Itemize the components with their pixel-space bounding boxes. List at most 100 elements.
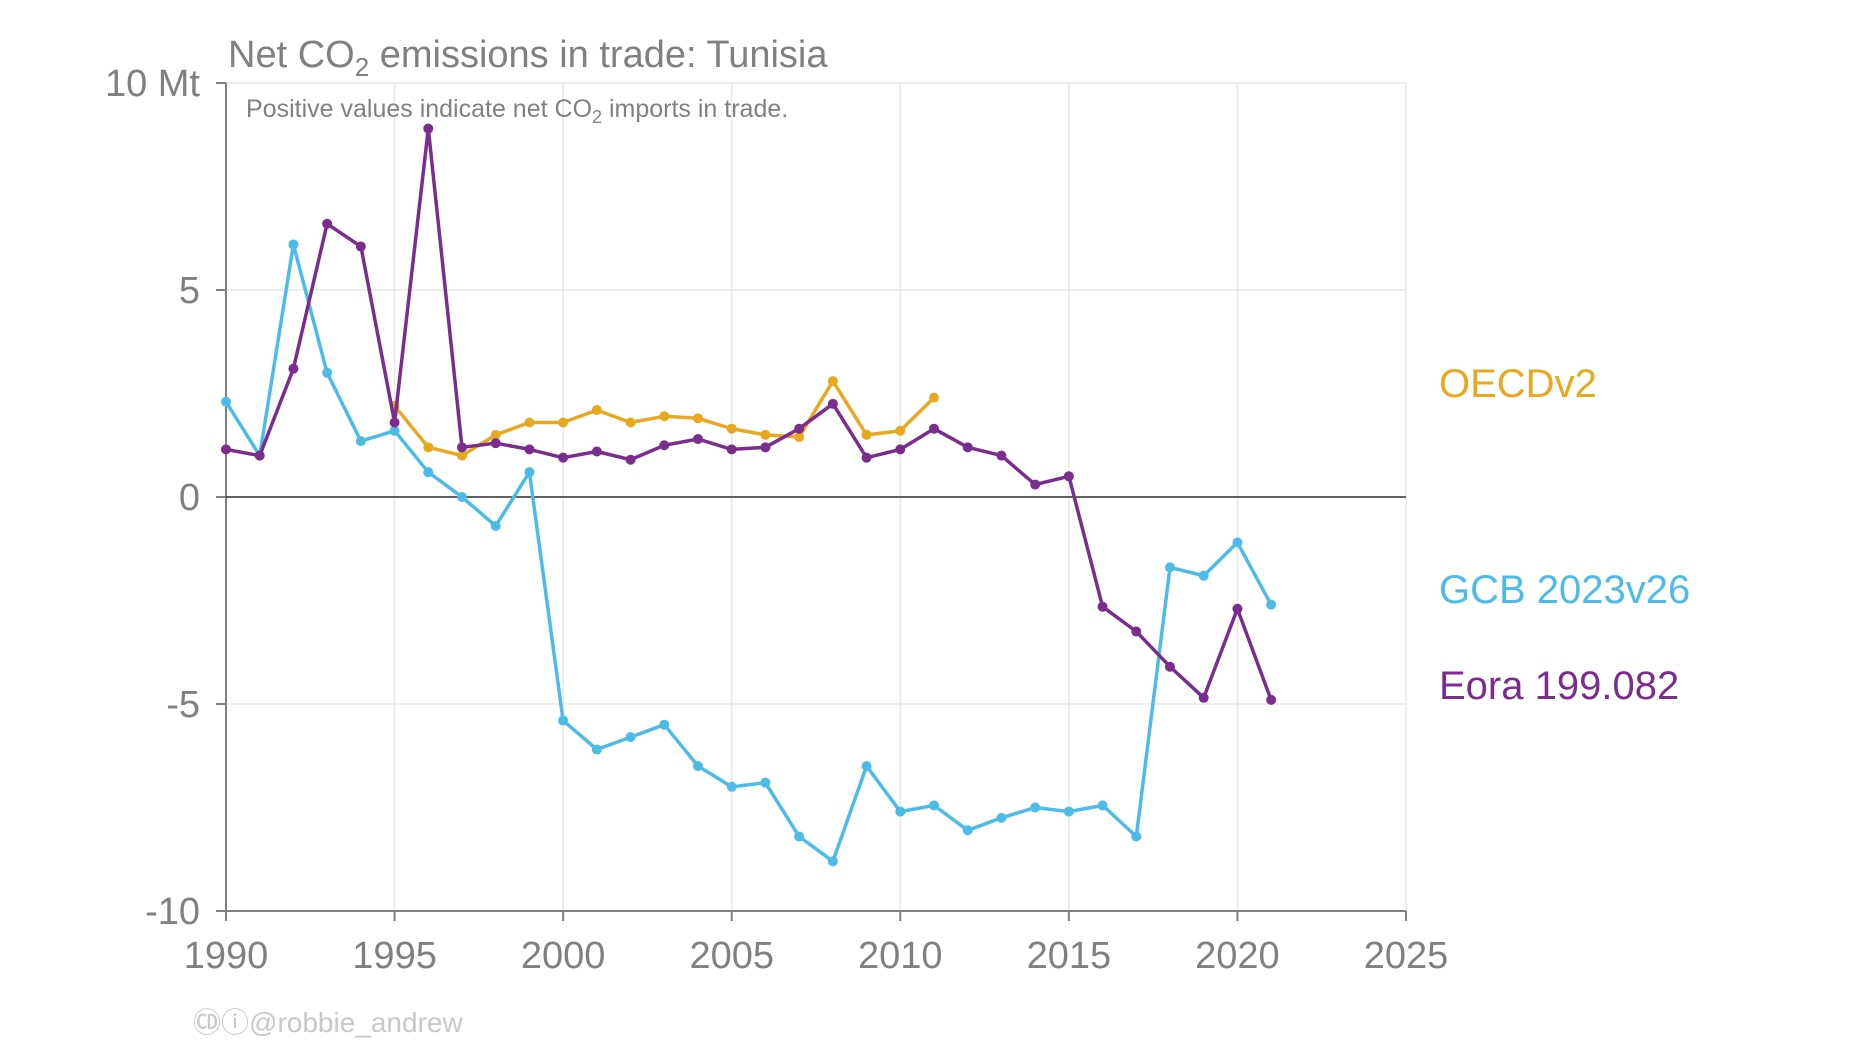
x-tick-label: 1995 bbox=[352, 935, 437, 977]
data-point bbox=[895, 444, 906, 455]
data-point bbox=[693, 434, 703, 445]
data-point bbox=[490, 429, 501, 440]
data-point bbox=[254, 450, 265, 461]
data-point bbox=[558, 417, 569, 428]
data-point bbox=[423, 123, 434, 134]
x-tick-label: 2000 bbox=[521, 935, 606, 977]
data-point bbox=[760, 442, 771, 453]
data-point bbox=[1165, 562, 1175, 573]
x-tick-label: 2005 bbox=[689, 935, 774, 977]
data-point bbox=[1232, 537, 1243, 548]
data-point bbox=[861, 429, 872, 440]
series-lines bbox=[221, 123, 1277, 867]
data-point bbox=[827, 376, 838, 387]
data-point bbox=[794, 431, 805, 442]
data-point bbox=[490, 520, 501, 531]
data-point bbox=[457, 450, 467, 461]
data-point bbox=[760, 429, 771, 440]
data-point bbox=[288, 239, 299, 250]
data-point bbox=[895, 806, 906, 817]
data-point bbox=[929, 392, 939, 403]
chart-title: Net CO2 emissions in trade: Tunisia bbox=[228, 34, 828, 82]
data-point bbox=[423, 442, 434, 453]
data-point bbox=[1131, 831, 1142, 842]
y-tick-label: 5 bbox=[179, 270, 200, 312]
y-tick-label: 10 Mt bbox=[105, 63, 200, 105]
data-point bbox=[827, 856, 838, 867]
data-point bbox=[1097, 601, 1108, 612]
data-point bbox=[524, 467, 535, 478]
credit-text: @robbie_andrew bbox=[249, 1007, 463, 1038]
data-point bbox=[457, 492, 467, 502]
y-tick-label: -10 bbox=[145, 891, 200, 933]
data-point bbox=[861, 452, 872, 463]
data-point bbox=[1131, 626, 1142, 637]
data-point bbox=[1198, 570, 1209, 581]
data-point bbox=[524, 417, 535, 428]
data-point bbox=[591, 405, 602, 416]
data-point bbox=[490, 438, 501, 449]
data-point bbox=[1165, 661, 1175, 672]
data-point bbox=[659, 719, 670, 730]
data-point bbox=[322, 218, 333, 229]
legend-label: OECDv2 bbox=[1439, 362, 1597, 406]
series-line bbox=[224, 126, 1273, 702]
data-point bbox=[726, 781, 737, 792]
data-point bbox=[962, 825, 973, 836]
x-tick-label: 1990 bbox=[184, 935, 269, 977]
chart-subtitle: Positive values indicate net CO2 imports… bbox=[246, 95, 788, 127]
data-point bbox=[794, 831, 805, 842]
data-point bbox=[996, 812, 1007, 823]
legend: OECDv2 GCB 2023v26 Eora 199.082 bbox=[1439, 362, 1690, 708]
legend-label: GCB 2023v26 bbox=[1439, 568, 1690, 612]
data-point bbox=[625, 454, 636, 465]
data-point bbox=[1063, 806, 1074, 817]
data-point bbox=[1266, 694, 1277, 705]
data-point bbox=[524, 444, 535, 455]
data-point bbox=[457, 442, 467, 453]
tick-labels: 1990 1995 2000 2005 2010 2015 2020 2025 10 Mt 5 0 -… bbox=[105, 63, 1448, 977]
data-point bbox=[996, 450, 1007, 461]
data-point bbox=[861, 761, 872, 772]
data-point bbox=[591, 446, 602, 457]
data-point bbox=[726, 423, 737, 434]
data-point bbox=[558, 715, 569, 726]
x-tick-label: 2015 bbox=[1027, 935, 1112, 977]
cc-by-icon: 🄭ⓘ bbox=[193, 1007, 249, 1038]
data-point bbox=[221, 444, 231, 455]
data-point bbox=[794, 423, 805, 434]
data-point bbox=[1030, 479, 1041, 490]
data-point bbox=[1198, 692, 1209, 703]
data-point bbox=[1063, 471, 1074, 482]
x-tick-label: 2010 bbox=[858, 935, 943, 977]
data-point bbox=[760, 777, 771, 788]
data-point bbox=[322, 367, 333, 378]
data-point bbox=[659, 411, 670, 422]
data-point bbox=[625, 732, 636, 743]
data-point bbox=[693, 413, 703, 424]
series-line bbox=[224, 242, 1273, 864]
data-point bbox=[389, 425, 400, 436]
data-point bbox=[929, 423, 939, 434]
data-point bbox=[288, 363, 299, 374]
data-point bbox=[558, 452, 569, 463]
legend-label: Eora 199.082 bbox=[1439, 664, 1679, 708]
data-point bbox=[895, 425, 906, 436]
data-point bbox=[389, 417, 400, 428]
data-point bbox=[1232, 603, 1243, 614]
data-point bbox=[827, 398, 838, 409]
data-point bbox=[355, 241, 366, 252]
data-point bbox=[929, 800, 939, 811]
x-tick-label: 2020 bbox=[1195, 935, 1280, 977]
data-point bbox=[591, 744, 602, 755]
data-point bbox=[726, 444, 737, 455]
data-point bbox=[962, 442, 973, 453]
data-point bbox=[1097, 800, 1108, 811]
data-point bbox=[625, 417, 636, 428]
y-tick-label: -5 bbox=[166, 684, 200, 726]
y-tick-label: 0 bbox=[179, 477, 200, 519]
data-point bbox=[693, 761, 703, 772]
x-tick-label: 2025 bbox=[1364, 935, 1449, 977]
data-point bbox=[1266, 599, 1277, 610]
